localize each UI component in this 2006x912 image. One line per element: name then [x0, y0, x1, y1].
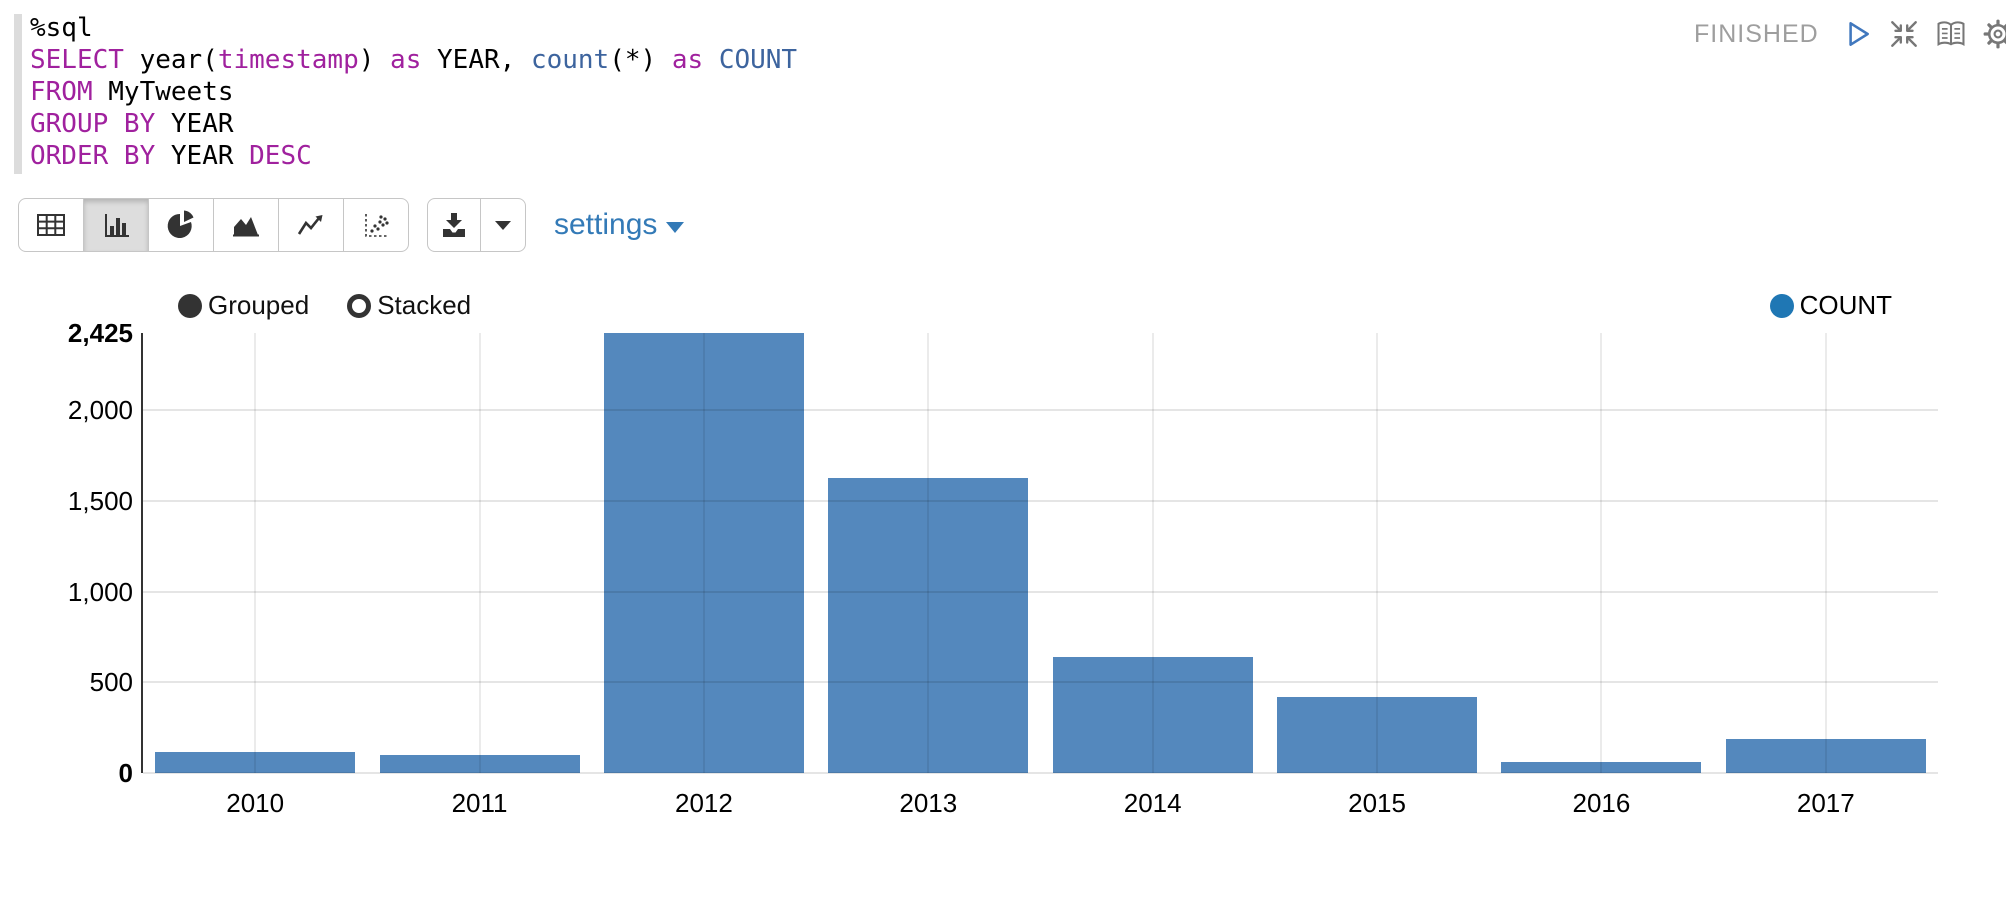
collapse-icon[interactable] [1887, 17, 1921, 51]
gridline-vertical [1600, 333, 1603, 773]
x-axis-tick-label: 2017 [1796, 788, 1855, 818]
y-axis-tick-label: 2,425 [67, 318, 133, 348]
chart-type-group [18, 198, 409, 252]
bar-2017[interactable] [1725, 738, 1926, 773]
line-chart-button[interactable] [278, 198, 344, 252]
chevron-down-icon [666, 221, 685, 233]
bar-2015[interactable] [1277, 696, 1478, 773]
x-axis-tick-label: 2010 [226, 788, 285, 818]
status-badge: FINISHED [1694, 19, 1819, 48]
y-axis-line [141, 333, 143, 773]
y-axis-tick-label: 1,000 [67, 576, 133, 607]
legend-label: COUNT [1799, 290, 1892, 320]
settings-label: settings [554, 208, 658, 241]
radio-selected-icon [178, 293, 202, 318]
bar-chart-button[interactable] [83, 198, 149, 252]
book-icon[interactable] [1934, 17, 1968, 51]
gridline-vertical [478, 333, 481, 773]
legend-dot-icon [1769, 293, 1794, 318]
sql-editor[interactable]: %sql SELECT year(timestamp) as YEAR, coun… [14, 12, 797, 174]
x-axis-tick-label: 2011 [451, 788, 508, 818]
stacked-radio[interactable]: Stacked [347, 290, 471, 321]
pie-chart-button[interactable] [148, 198, 214, 252]
code-line[interactable]: %sql [30, 13, 93, 43]
y-axis-tick-label: 0 [118, 758, 133, 788]
gear-icon[interactable] [1981, 17, 2006, 51]
bar-2011[interactable] [379, 754, 580, 773]
gridline-horizontal [143, 499, 1938, 502]
editor-left-border [14, 14, 22, 174]
grouped-label: Grouped [208, 290, 310, 320]
area-chart-button[interactable] [213, 198, 279, 252]
settings-link[interactable]: settings [554, 208, 685, 242]
bar-mode-options: Grouped Stacked [178, 290, 471, 321]
gridline-vertical [254, 333, 257, 773]
code-line[interactable]: GROUP BY YEAR [30, 109, 234, 139]
legend-count[interactable]: COUNT [1769, 290, 1892, 321]
gridline-horizontal [143, 681, 1938, 684]
x-axis-tick-label: 2016 [1572, 788, 1631, 818]
code-line[interactable]: ORDER BY YEAR DESC [30, 141, 312, 171]
download-group [427, 198, 526, 252]
scatter-chart-button[interactable] [343, 198, 409, 252]
download-options-button[interactable] [480, 198, 526, 252]
bar-2010[interactable] [155, 752, 356, 773]
x-axis-tick-label: 2012 [675, 788, 733, 818]
sql-code[interactable]: %sql SELECT year(timestamp) as YEAR, coun… [30, 12, 797, 172]
radio-unselected-icon [347, 293, 372, 318]
stacked-label: Stacked [377, 290, 472, 320]
bar-2016[interactable] [1501, 762, 1702, 773]
gridline-vertical [1824, 333, 1827, 773]
gridline-horizontal [143, 590, 1938, 593]
x-axis-tick-label: 2014 [1123, 788, 1182, 818]
bar-2014[interactable] [1052, 656, 1253, 773]
code-line[interactable]: SELECT year(timestamp) as YEAR, count(*)… [30, 45, 798, 75]
chevron-down-icon [495, 220, 511, 230]
download-button[interactable] [427, 198, 481, 252]
grouped-radio[interactable]: Grouped [178, 290, 309, 321]
x-axis-tick-label: 2015 [1348, 788, 1406, 818]
y-axis-tick-label: 2,000 [67, 395, 133, 426]
y-axis-tick-label: 500 [89, 667, 133, 698]
visualization-toolbar: settings [18, 198, 685, 252]
bar-2013[interactable] [828, 477, 1029, 773]
gridline-horizontal [143, 409, 1938, 412]
x-axis-tick-label: 2013 [899, 788, 958, 818]
play-icon[interactable] [1840, 17, 1874, 51]
y-axis-tick-label: 1,500 [67, 485, 133, 516]
code-line[interactable]: FROM MyTweets [30, 77, 234, 107]
paragraph-controls: FINISHED [1694, 14, 2006, 54]
table-button[interactable] [18, 198, 84, 252]
bar-2012[interactable] [603, 333, 804, 773]
